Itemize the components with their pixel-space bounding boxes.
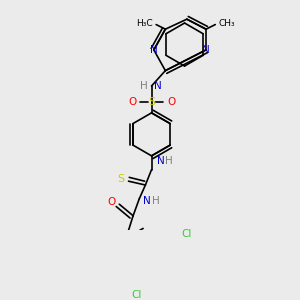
Text: O: O <box>107 197 116 207</box>
Text: H: H <box>165 156 172 166</box>
Text: Cl: Cl <box>132 290 142 300</box>
Text: O: O <box>128 97 136 107</box>
Text: O: O <box>167 97 175 107</box>
Text: H₃C: H₃C <box>136 19 153 28</box>
Text: Cl: Cl <box>182 229 192 239</box>
Text: N: N <box>202 45 210 55</box>
Text: CH₃: CH₃ <box>218 19 235 28</box>
Text: N: N <box>143 196 151 206</box>
Text: S: S <box>148 97 155 107</box>
Text: N: N <box>157 156 165 166</box>
Text: S: S <box>118 174 125 184</box>
Text: H: H <box>152 196 159 206</box>
Text: N: N <box>154 81 162 91</box>
Text: H: H <box>140 81 148 91</box>
Text: N: N <box>150 45 158 55</box>
